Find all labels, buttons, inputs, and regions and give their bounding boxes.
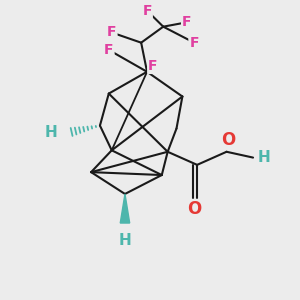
Text: H: H (257, 150, 270, 165)
Text: F: F (104, 43, 113, 57)
Text: F: F (107, 26, 116, 40)
Polygon shape (120, 194, 130, 223)
Text: F: F (142, 4, 152, 18)
Text: F: F (189, 36, 199, 50)
Text: O: O (221, 131, 235, 149)
Text: O: O (187, 200, 201, 218)
Text: H: H (44, 125, 57, 140)
Text: F: F (148, 59, 158, 73)
Text: F: F (182, 15, 192, 29)
Text: H: H (118, 233, 131, 248)
